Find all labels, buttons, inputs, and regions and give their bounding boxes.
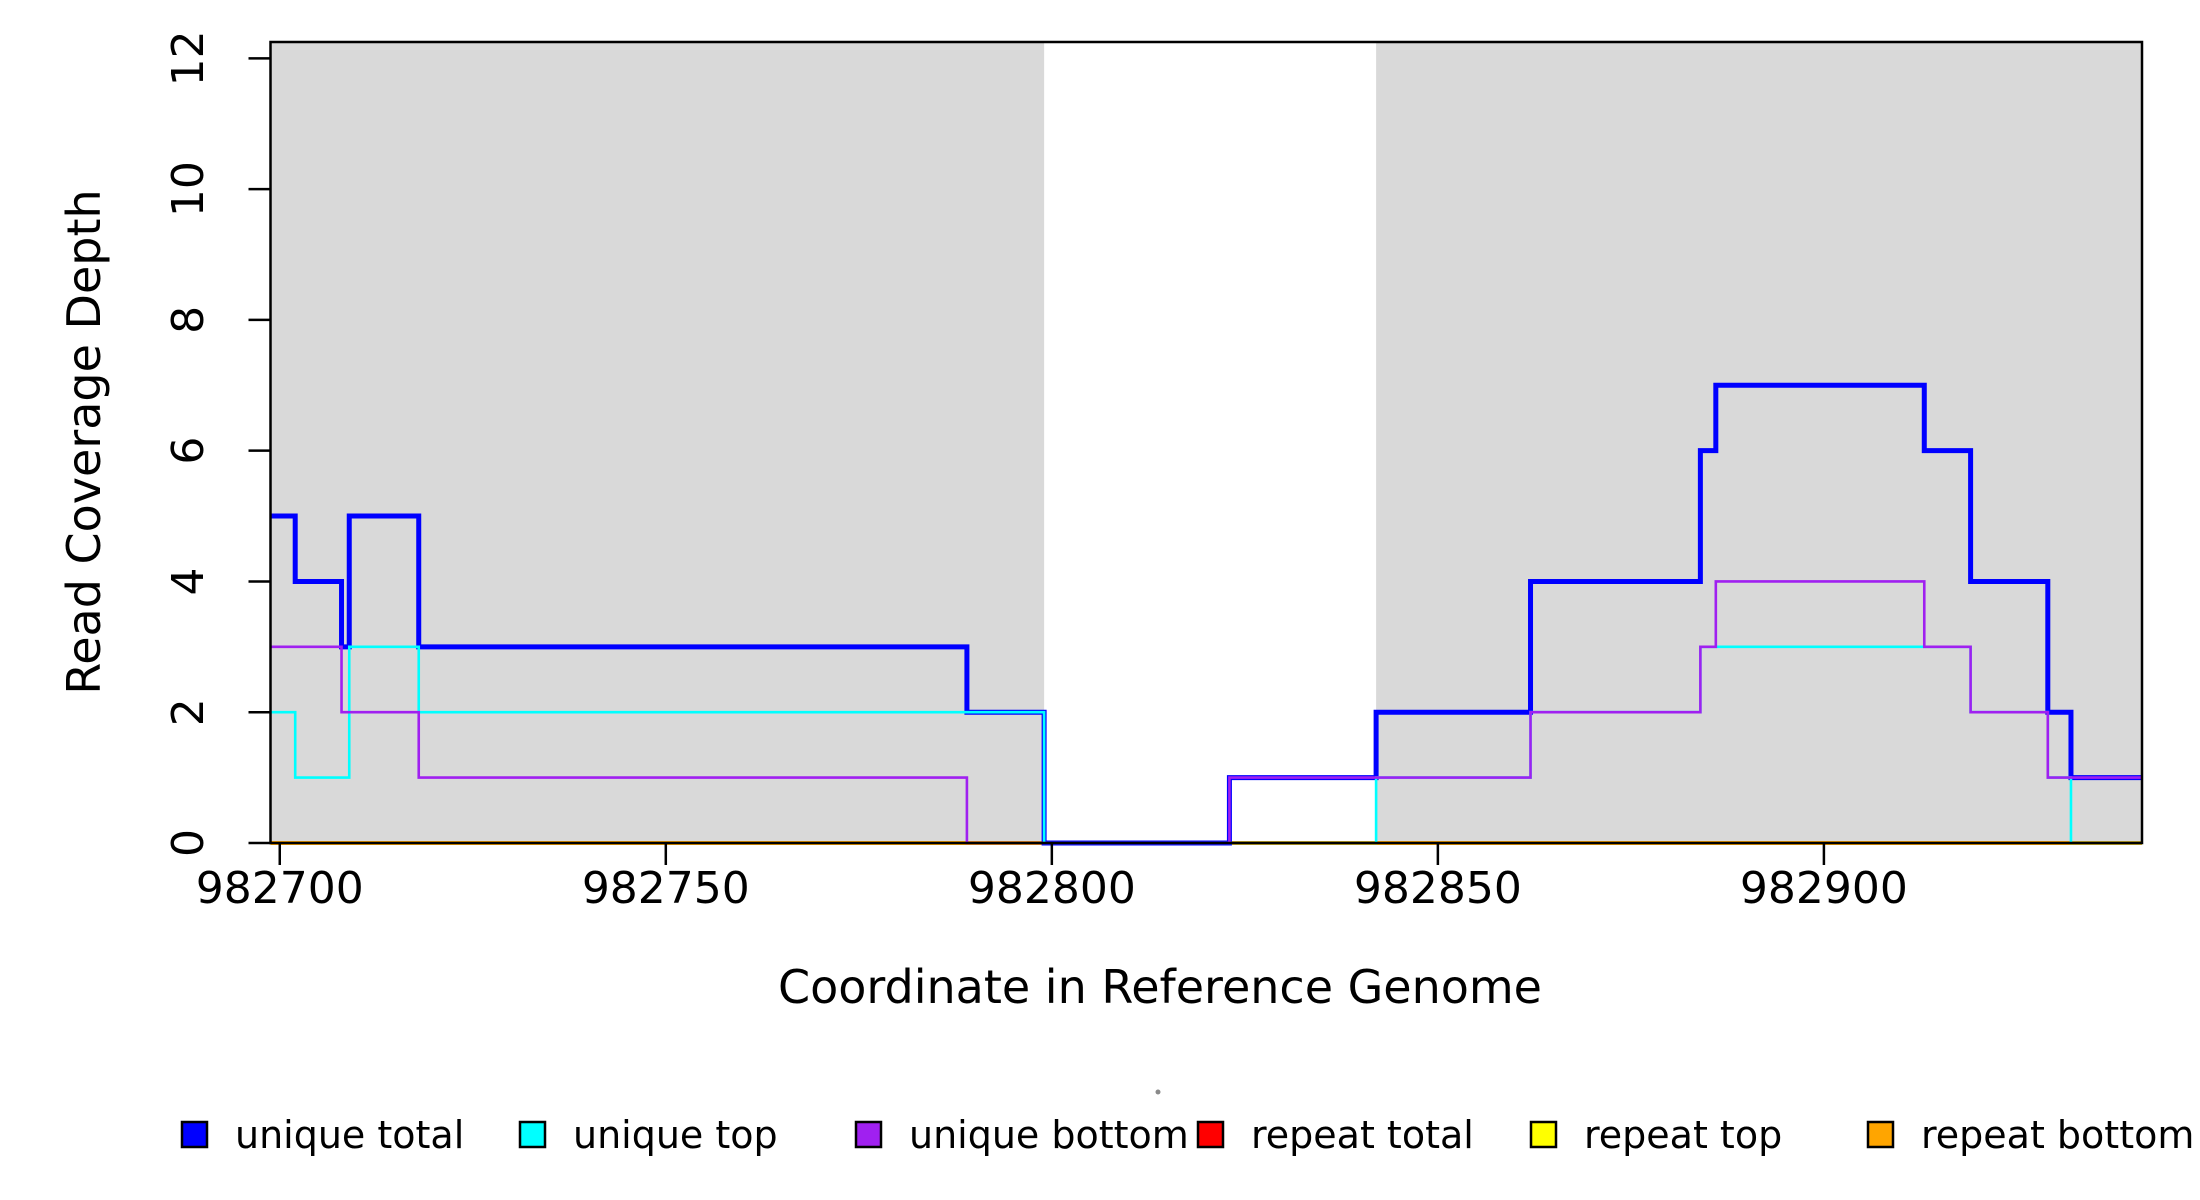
- x-tick-label: 982700: [196, 863, 364, 914]
- axis-tick-labels: 982700 982750 982800 982850 982900 0 2 4 6 8 10 12: [163, 30, 1908, 914]
- legend-swatch-unique-top: [518, 1120, 547, 1149]
- y-tick-label: 10: [163, 161, 214, 217]
- legend-item-repeat-top: repeat top: [1529, 1113, 1782, 1157]
- legend-swatch-repeat-bottom: [1866, 1120, 1895, 1149]
- y-axis-title: Read Coverage Depth: [57, 189, 111, 694]
- legend-label: unique bottom: [909, 1113, 1189, 1157]
- stray-mark: [1155, 1089, 1161, 1095]
- y-tick-label: 12: [163, 30, 214, 86]
- legend: unique total unique top unique bottom repea…: [180, 1113, 2194, 1157]
- legend-swatch-unique-total: [180, 1120, 209, 1149]
- legend-item-repeat-total: repeat total: [1196, 1113, 1474, 1157]
- legend-swatch-unique-bottom: [854, 1120, 883, 1149]
- x-tick-label: 982900: [1740, 863, 1908, 914]
- legend-item-unique-bottom: unique bottom: [854, 1113, 1189, 1157]
- series-line-unique-total: [270, 382, 2142, 846]
- legend-label: repeat total: [1251, 1113, 1474, 1157]
- y-tick-label: 0: [163, 829, 214, 857]
- x-tick-label: 982800: [968, 863, 1136, 914]
- series-line-unique-bottom: [270, 580, 2142, 845]
- legend-item-repeat-bottom: repeat bottom: [1866, 1113, 2194, 1157]
- y-tick-label: 6: [163, 437, 214, 465]
- highlight-bands: [270, 42, 2142, 843]
- highlight-band: [1376, 42, 2142, 843]
- legend-swatch-repeat-total: [1196, 1120, 1225, 1149]
- x-tick-label: 982750: [582, 863, 750, 914]
- legend-swatch-repeat-top: [1529, 1120, 1558, 1149]
- legend-label: repeat bottom: [1921, 1113, 2194, 1157]
- y-tick-label: 2: [163, 698, 214, 726]
- axis-ticks: [248, 57, 1826, 865]
- y-tick-label: 4: [163, 567, 214, 595]
- highlight-band: [270, 42, 1045, 843]
- x-axis-title: Coordinate in Reference Genome: [778, 960, 1542, 1014]
- legend-item-unique-top: unique top: [518, 1113, 778, 1157]
- plot-border: [269, 40, 2144, 845]
- legend-label: unique total: [235, 1113, 464, 1157]
- legend-item-unique-total: unique total: [180, 1113, 464, 1157]
- legend-label: repeat top: [1584, 1113, 1782, 1157]
- y-tick-label: 8: [163, 306, 214, 334]
- legend-label: unique top: [573, 1113, 778, 1157]
- x-tick-label: 982850: [1354, 863, 1522, 914]
